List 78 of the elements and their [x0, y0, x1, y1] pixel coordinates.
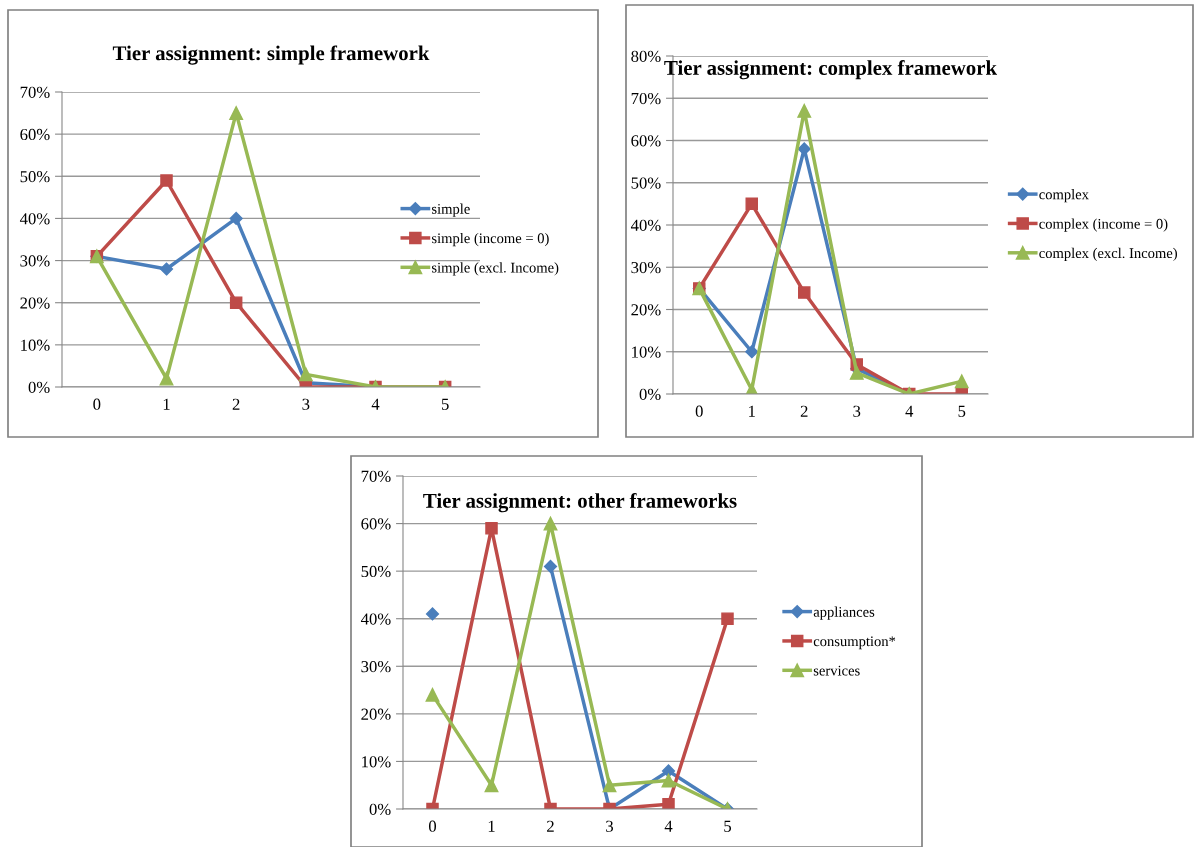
point — [797, 103, 812, 118]
point — [602, 778, 617, 793]
legend-label: complex (income = 0) — [1039, 218, 1168, 232]
text: Tier assignment: other frameworks — [423, 492, 737, 513]
point — [745, 345, 759, 359]
legend-label: complex (excl. Income) — [1039, 247, 1177, 262]
x-tick-label: 2 — [232, 398, 240, 410]
y-tick-label: 10% — [632, 346, 661, 358]
point — [485, 522, 498, 535]
x-tick-label: 4 — [664, 820, 673, 832]
y-tick-label: 30% — [20, 255, 50, 267]
point — [543, 516, 558, 531]
y-tick-label: 30% — [631, 261, 661, 274]
point — [797, 142, 811, 156]
y-tick-label: 30% — [361, 660, 391, 673]
y-tick-label: 70% — [20, 86, 50, 98]
point — [954, 374, 969, 389]
x-tick-label: 0 — [695, 405, 703, 417]
y-tick-label: 40% — [630, 219, 661, 231]
point — [849, 365, 864, 380]
point — [425, 687, 440, 702]
x-tick-label: 2 — [800, 405, 808, 417]
point — [159, 262, 174, 276]
point — [797, 286, 811, 299]
y-tick-label: 70% — [361, 470, 391, 482]
point — [229, 211, 243, 226]
y-tick-label: 20% — [361, 708, 391, 720]
x-tick-label: 5 — [724, 820, 732, 832]
x-tick-label: 3 — [606, 820, 614, 832]
y-tick-label: 0% — [639, 388, 661, 400]
legend-label: simple (excl. Income) — [432, 262, 559, 276]
chart-title: Tier assignment: complex framework — [664, 60, 998, 80]
y-tick-label: 60% — [361, 518, 391, 530]
point — [662, 797, 675, 809]
y-tick-label: 80% — [631, 50, 661, 62]
x-tick-label: 1 — [488, 820, 495, 832]
legend-label: simple (income = 0) — [432, 232, 549, 247]
y-tick-label: 40% — [360, 613, 391, 625]
y-tick-label: 50% — [361, 565, 391, 578]
legend-label: complex — [1039, 189, 1089, 203]
point — [745, 197, 759, 211]
x-tick-label: 5 — [958, 405, 966, 417]
y-tick-label: 10% — [362, 756, 391, 768]
y-tick-label: 60% — [631, 135, 661, 147]
x-tick-label: 1 — [749, 405, 755, 417]
y-tick-label: 40% — [19, 213, 50, 225]
point — [543, 559, 558, 573]
x-tick-label: 0 — [428, 820, 437, 832]
x-tick-label: 0 — [93, 398, 101, 410]
y-tick-label: 20% — [631, 304, 661, 316]
x-tick-label: 4 — [371, 398, 380, 410]
point — [229, 106, 244, 121]
x-tick-label: 5 — [441, 398, 449, 410]
x-tick-label: 2 — [547, 820, 554, 832]
y-tick-label: 0% — [369, 803, 391, 815]
y-tick-label: 20% — [20, 297, 50, 309]
point — [229, 296, 243, 309]
legend-label: appliances — [813, 606, 875, 620]
x-tick-label: 1 — [163, 398, 170, 410]
y-tick-label: 0% — [28, 381, 50, 393]
legend-label: simple — [432, 203, 470, 217]
y-tick-label: 50% — [631, 177, 661, 189]
point — [661, 764, 676, 778]
x-tick-label: 3 — [302, 398, 310, 410]
point — [160, 174, 173, 187]
x-tick-label: 3 — [853, 405, 861, 417]
y-tick-label: 50% — [20, 170, 50, 183]
y-tick-label: 70% — [631, 92, 661, 105]
y-tick-label: 10% — [21, 339, 50, 351]
point — [721, 612, 734, 625]
legend-label: consumption* — [813, 636, 896, 650]
y-tick-label: 60% — [20, 128, 50, 141]
chart-title: Tier assignment: simple framework — [112, 45, 430, 65]
x-tick-label: 4 — [905, 405, 914, 417]
point — [661, 773, 676, 788]
point — [484, 778, 499, 793]
point — [425, 607, 440, 621]
legend-label: services — [813, 665, 860, 676]
